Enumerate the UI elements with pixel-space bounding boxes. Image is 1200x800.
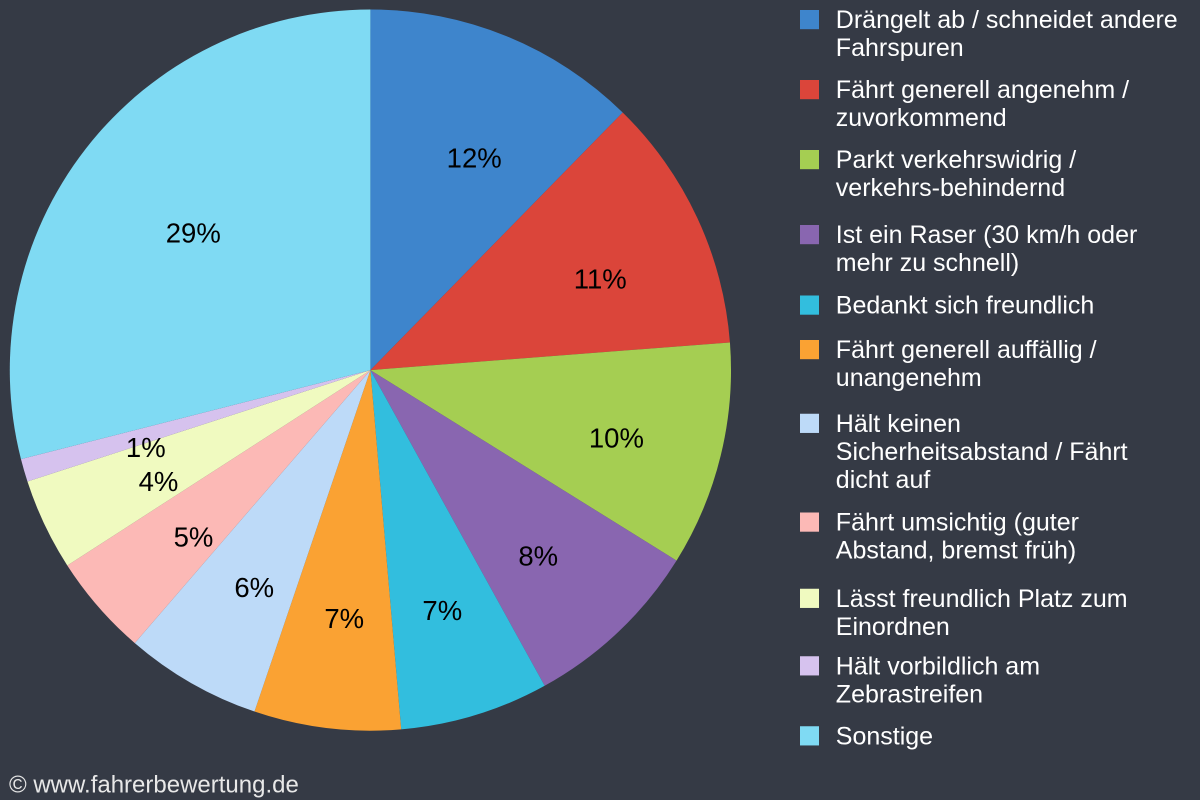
svg-text:12%: 12% — [447, 143, 502, 174]
svg-text:zuvorkommend: zuvorkommend — [836, 104, 1007, 132]
svg-text:5%: 5% — [174, 522, 214, 553]
svg-text:Hält vorbildlich am: Hält vorbildlich am — [836, 652, 1040, 680]
svg-text:verkehrs-behindernd: verkehrs-behindernd — [836, 174, 1065, 202]
svg-text:Ist ein Raser (30 km/h oder: Ist ein Raser (30 km/h oder — [836, 221, 1138, 249]
svg-text:7%: 7% — [324, 603, 364, 634]
svg-text:Fährt generell auffällig /: Fährt generell auffällig / — [836, 336, 1097, 364]
svg-text:10%: 10% — [589, 423, 644, 454]
svg-text:Fährt generell angenehm /: Fährt generell angenehm / — [836, 76, 1129, 104]
svg-text:Bedankt sich freundlich: Bedankt sich freundlich — [836, 292, 1094, 320]
svg-text:Fährt umsichtig (guter: Fährt umsichtig (guter — [836, 509, 1079, 537]
svg-text:© www.fahrerbewertung.de: © www.fahrerbewertung.de — [9, 772, 299, 799]
svg-text:Zebrastreifen: Zebrastreifen — [836, 680, 983, 708]
svg-text:8%: 8% — [518, 541, 558, 572]
svg-text:29%: 29% — [166, 218, 221, 249]
svg-text:4%: 4% — [139, 466, 179, 497]
svg-text:1%: 1% — [126, 432, 166, 463]
svg-text:Abstand, bremst früh): Abstand, bremst früh) — [836, 537, 1076, 565]
svg-text:Lässt freundlich Platz zum: Lässt freundlich Platz zum — [836, 585, 1128, 613]
svg-text:Drängelt ab / schneidet andere: Drängelt ab / schneidet andere — [836, 6, 1178, 34]
svg-text:unangenehm: unangenehm — [836, 364, 982, 392]
svg-text:mehr zu schnell): mehr zu schnell) — [836, 249, 1019, 277]
svg-text:Sonstige: Sonstige — [836, 722, 933, 750]
svg-text:Parkt verkehrswidrig /: Parkt verkehrswidrig / — [836, 146, 1076, 174]
svg-text:Hält keinen: Hält keinen — [836, 410, 961, 438]
svg-text:Sicherheitsabstand / Fährt: Sicherheitsabstand / Fährt — [836, 438, 1128, 466]
svg-text:Einordnen: Einordnen — [836, 613, 950, 641]
svg-text:11%: 11% — [574, 263, 627, 294]
svg-text:6%: 6% — [234, 572, 274, 603]
svg-text:7%: 7% — [422, 595, 462, 626]
svg-text:dicht auf: dicht auf — [836, 466, 931, 494]
svg-text:Fahrspuren: Fahrspuren — [836, 34, 964, 62]
